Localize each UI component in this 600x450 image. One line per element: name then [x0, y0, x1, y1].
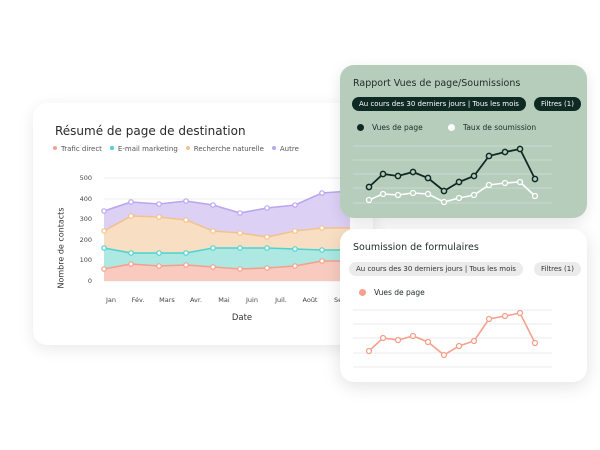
x-axis-label: Date [231, 313, 253, 323]
legend-item-pageviews[interactable]: Vues de page [359, 288, 425, 297]
legend-dot-icon [109, 146, 114, 150]
legend-dot-icon [185, 146, 190, 150]
chart-legend: Trafic direct E-mail marketing Recherche… [53, 145, 299, 153]
card-title: Rapport Vues de page/Soumissions [353, 78, 521, 89]
card-title: Résumé de page de destination [55, 124, 246, 138]
x-tick: Jan [105, 296, 117, 304]
legend-dot-icon [448, 123, 455, 131]
card-title: Soumission de formulaires [353, 242, 479, 253]
y-tick: 400 [79, 195, 92, 203]
y-tick: 0 [87, 277, 92, 285]
x-tick: Fév. [131, 296, 145, 304]
y-tick: 300 [79, 215, 92, 223]
x-tick: Juin [246, 296, 258, 304]
legend-item-other[interactable]: Autre [271, 145, 299, 153]
date-range-filter-button[interactable]: Au cours des 30 derniers jours | Tous le… [349, 262, 523, 276]
x-tick: Mai [218, 296, 230, 304]
legend-dot-icon [53, 146, 57, 150]
x-tick: Juil. [275, 296, 287, 304]
legend-item-submission-rate[interactable]: Taux de soumission [448, 123, 536, 132]
legend-dot-icon [357, 123, 364, 131]
form-submissions-card: Soumission de formulaires Au cours des 3… [340, 229, 587, 382]
filters-button[interactable]: Filtres (1) [534, 97, 581, 111]
legend-item-organic[interactable]: Recherche naturelle [185, 145, 264, 153]
legend-dot-icon [359, 288, 366, 296]
date-range-filter-button[interactable]: Au cours des 30 derniers jours | Tous le… [352, 97, 526, 111]
y-tick: 200 [79, 236, 92, 244]
x-tick: Se [333, 296, 343, 304]
legend-dot-icon [271, 146, 276, 150]
filters-button[interactable]: Filtres (1) [534, 262, 581, 276]
legend-item-email[interactable]: E-mail marketing [109, 145, 178, 153]
y-tick: 100 [79, 256, 92, 264]
x-tick: Août [302, 296, 318, 304]
y-tick: 500 [79, 174, 92, 182]
x-tick: Avr. [189, 296, 203, 304]
x-tick: Mars [159, 296, 175, 304]
legend-item-pageviews[interactable]: Vues de page [357, 123, 423, 132]
legend-item-direct[interactable]: Trafic direct [53, 145, 102, 153]
